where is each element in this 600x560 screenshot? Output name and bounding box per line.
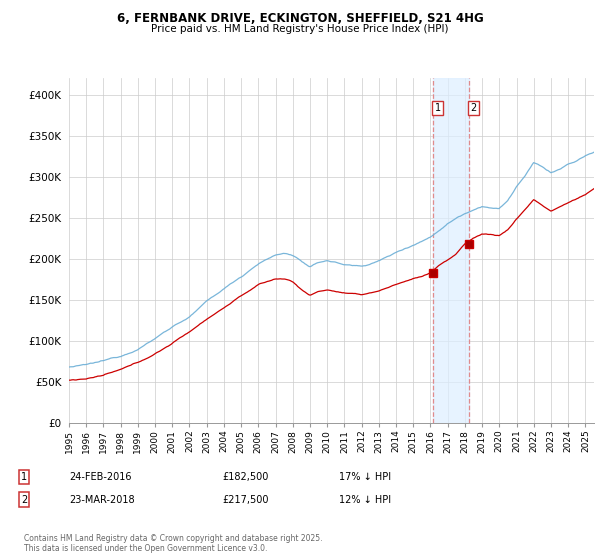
Text: 23-MAR-2018: 23-MAR-2018 [69, 494, 134, 505]
Text: Price paid vs. HM Land Registry's House Price Index (HPI): Price paid vs. HM Land Registry's House … [151, 24, 449, 34]
Text: 17% ↓ HPI: 17% ↓ HPI [339, 472, 391, 482]
Text: 12% ↓ HPI: 12% ↓ HPI [339, 494, 391, 505]
Text: £217,500: £217,500 [222, 494, 269, 505]
Text: 1: 1 [21, 472, 27, 482]
Text: 6, FERNBANK DRIVE, ECKINGTON, SHEFFIELD, S21 4HG: 6, FERNBANK DRIVE, ECKINGTON, SHEFFIELD,… [116, 12, 484, 25]
Text: 2: 2 [21, 494, 27, 505]
Bar [433, 78, 469, 423]
Text: 24-FEB-2016: 24-FEB-2016 [69, 472, 131, 482]
Text: Contains HM Land Registry data © Crown copyright and database right 2025.
This d: Contains HM Land Registry data © Crown c… [24, 534, 323, 553]
Text: 1: 1 [435, 103, 441, 113]
Text: £182,500: £182,500 [222, 472, 268, 482]
Text: 2: 2 [470, 103, 477, 113]
